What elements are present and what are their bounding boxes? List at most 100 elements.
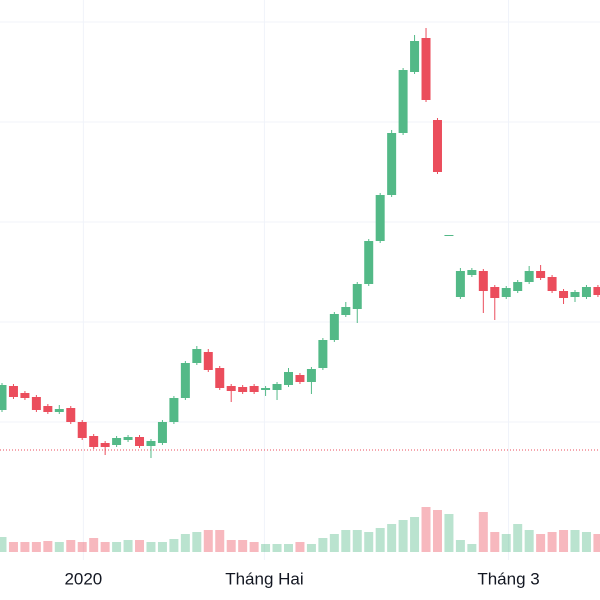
volume-bar — [570, 530, 580, 552]
candle-body — [432, 120, 442, 172]
candle-body — [8, 386, 18, 397]
candle-body — [54, 409, 64, 412]
candle-body — [249, 386, 259, 392]
volume-bar — [77, 542, 87, 552]
x-tick-label: Tháng 3 — [477, 569, 539, 588]
candle-body — [444, 235, 454, 236]
volume-bar — [272, 544, 282, 552]
candle-body — [524, 271, 534, 282]
volume-bar — [455, 540, 465, 552]
volume-bar — [135, 540, 145, 552]
candle-body — [123, 437, 133, 440]
candle-body — [180, 363, 190, 398]
volume-bar — [444, 514, 454, 552]
volume-bar — [467, 544, 477, 552]
candle-body — [238, 387, 248, 392]
candle-body — [192, 349, 202, 363]
volume-bar — [581, 532, 591, 552]
volume-bar — [432, 510, 442, 552]
candle-body — [455, 271, 465, 297]
volume-bar — [329, 534, 339, 552]
candle-body — [375, 195, 385, 241]
volume-bar — [31, 542, 41, 552]
volume-bar — [238, 540, 248, 552]
candle-body — [398, 70, 408, 133]
volume-bar — [89, 538, 99, 552]
candle-body — [226, 386, 236, 391]
candle-body — [329, 314, 339, 340]
volume-bar — [375, 528, 385, 552]
candle-body — [77, 422, 87, 438]
volume-bar — [306, 544, 316, 552]
volume-bar — [123, 540, 133, 552]
volume-bar — [559, 530, 569, 552]
volume-bar — [341, 530, 351, 552]
volume-bar — [547, 532, 557, 552]
volume-bar — [8, 542, 18, 552]
volume-bar — [66, 540, 76, 552]
candle-body — [318, 340, 328, 368]
candle-body — [581, 287, 591, 297]
candle-body — [135, 437, 145, 446]
volume-bar — [54, 542, 64, 552]
volume-bar — [112, 542, 122, 552]
volume-bar — [284, 544, 293, 552]
volume-bar — [249, 542, 259, 552]
volume-bar — [352, 530, 362, 552]
candle-body — [146, 441, 156, 446]
candle-body — [547, 277, 557, 291]
candle-body — [100, 443, 110, 447]
volume-bar — [192, 532, 202, 552]
volume-bar — [410, 517, 420, 552]
volume-bar — [387, 524, 397, 552]
volume-bar — [524, 530, 534, 552]
volume-bar — [501, 534, 511, 552]
volume-bar — [169, 539, 179, 552]
candle-body — [43, 406, 53, 412]
candle-body — [478, 271, 488, 291]
candle-body — [559, 291, 569, 298]
candle-body — [295, 375, 305, 382]
x-tick-label: Tháng Hai — [225, 569, 303, 588]
candle-body — [467, 270, 477, 275]
candle-body — [536, 271, 546, 278]
volume-bar — [226, 540, 236, 552]
candle-body — [203, 352, 213, 370]
candle-body — [593, 287, 600, 295]
volume-bar — [398, 520, 408, 552]
candle-body — [513, 282, 523, 291]
candle-body — [89, 436, 99, 447]
candle-body — [66, 408, 76, 422]
candle-body — [490, 287, 500, 298]
x-tick-label: 2020 — [64, 569, 102, 588]
volume-bar — [490, 532, 500, 552]
candle-body — [272, 384, 282, 390]
candle-body — [364, 241, 374, 284]
candle-body — [421, 38, 431, 100]
candle-body — [157, 422, 167, 443]
candle-body — [341, 307, 351, 315]
candle-body — [31, 397, 41, 410]
volume-bar — [364, 532, 374, 552]
volume-bar — [20, 542, 30, 552]
volume-bar — [261, 544, 271, 552]
volume-bar — [43, 541, 53, 552]
volume-bar — [536, 534, 546, 552]
volume-bar — [295, 542, 305, 552]
volume-bar — [215, 530, 225, 552]
volume-bar — [0, 537, 7, 552]
candle-body — [169, 398, 179, 422]
candle-body — [387, 133, 397, 195]
volume-bar — [146, 542, 156, 552]
volume-bar — [478, 512, 488, 552]
candle-body — [352, 284, 362, 309]
candle-body — [112, 438, 122, 445]
candle-body — [20, 393, 30, 398]
volume-bar — [318, 538, 328, 552]
candle-body — [284, 372, 293, 385]
candle-body — [0, 385, 7, 410]
volume-bar — [421, 507, 431, 552]
volume-bar — [203, 530, 213, 552]
volume-bar — [180, 534, 190, 552]
volume-bar — [593, 534, 600, 552]
